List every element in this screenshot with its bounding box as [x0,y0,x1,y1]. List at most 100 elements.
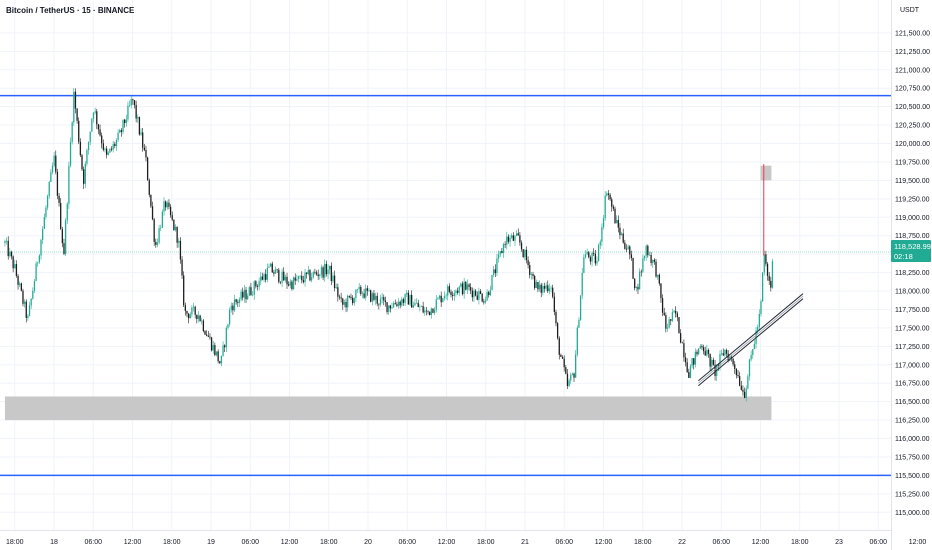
candle-body [647,245,649,256]
candle-body [584,254,587,258]
candle-body [174,226,177,231]
candle-body [179,240,182,260]
candle-body [243,289,246,298]
trendline-upper [698,293,804,382]
candle-body [525,249,528,261]
candle-body [240,291,242,300]
candle-body [545,285,547,289]
candle-body [491,274,493,291]
candle-body [378,303,380,305]
candle-body [109,148,111,153]
candle-layer [4,88,774,402]
chart-title: Bitcoin / TetherUS · 15 · BINANCE [6,6,135,15]
candle-body [353,298,355,304]
candle-body [379,298,382,305]
last-price-value: 118,528.99 [894,242,931,251]
candle-body [512,235,514,241]
candle-body [691,358,693,366]
candle-body [281,271,283,283]
candle-body [479,291,482,294]
candle-body [632,258,634,279]
candle-body [547,285,549,292]
candle-body [438,295,441,299]
candle-body [87,142,90,151]
candle-body [586,252,588,255]
candle-body [484,300,487,303]
candle-body [757,327,759,331]
candle-body [297,276,300,280]
y-tick-label: 120,750.00 [895,86,930,93]
candle-body [712,359,715,365]
candle-body [330,265,332,282]
candle-body [522,249,524,257]
candle-body [640,271,642,273]
currency-label[interactable]: USDT [900,7,920,14]
candle-body [186,310,188,314]
candle-body [192,306,195,308]
grid-layer [0,0,918,530]
candle-body [161,211,164,228]
candle-body [183,275,185,306]
candle-body [125,119,127,124]
candle-body [602,218,605,228]
candle-body [173,219,175,231]
candle-body [666,327,669,329]
candle-body [534,275,536,288]
candle-body [153,219,155,242]
candle-body [43,216,45,229]
candle-body [61,229,63,244]
candle-body [579,295,582,321]
candle-body [699,346,701,349]
candle-body [440,295,442,303]
candle-body [338,296,341,298]
candle-body [394,303,396,305]
candle-body [114,144,116,146]
candle-body [73,91,75,123]
candle-body [130,99,132,106]
candle-body [497,254,500,259]
candle-body [473,290,475,298]
candle-body [86,150,88,164]
candle-body [411,294,413,308]
candle-body [230,305,232,310]
candle-body [625,248,628,250]
y-tick-label: 119,250.00 [895,196,930,203]
candle-body [184,305,186,311]
candle-body [720,353,723,355]
candle-body [27,315,29,318]
candle-body [724,350,726,356]
candle-body [325,263,328,275]
candle-body [202,320,205,332]
candle-body [614,208,616,224]
candle-body [128,105,131,106]
candle-body [765,254,767,264]
candle-body [563,358,565,368]
candle-body [501,251,503,254]
candle-body [478,291,480,300]
candle-body [763,254,765,273]
candle-body [366,288,369,291]
x-tick-label: 12:00 [752,539,770,546]
candle-body [219,361,221,364]
candle-body [28,305,31,316]
candle-body [271,263,273,273]
candle-body [735,368,738,376]
candle-body [519,235,521,243]
candle-body [650,254,652,263]
trendline-layer [698,164,804,387]
candle-body [553,296,555,312]
candle-body [307,269,309,274]
candle-body [468,284,470,288]
candle-body [105,148,108,155]
candle-body [599,241,601,246]
candle-body [481,293,483,302]
candle-body [493,269,495,275]
candle-body [269,263,272,267]
candle-body [527,260,529,266]
candle-body [607,193,610,195]
candle-body [32,290,34,299]
candle-body [681,342,683,344]
x-tick-label: 18:00 [163,539,181,546]
